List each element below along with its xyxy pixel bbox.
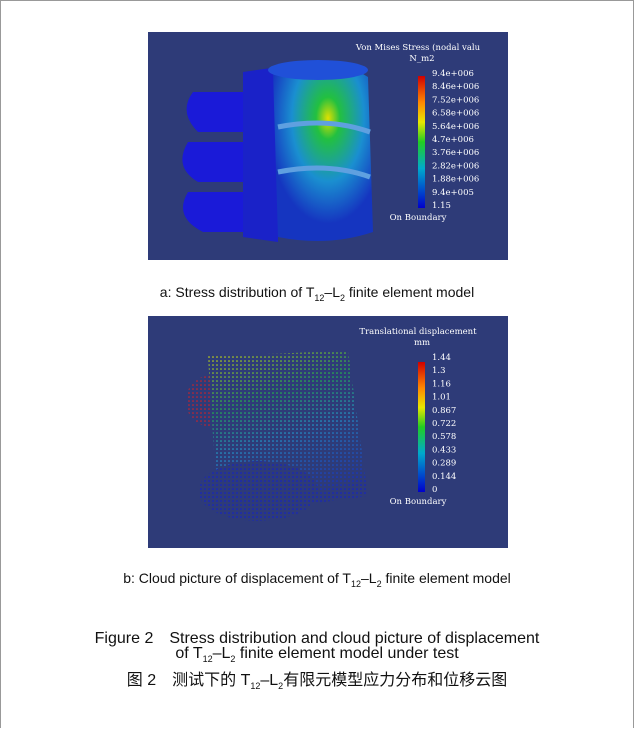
legend-text: 1.44 xyxy=(432,353,451,363)
legend-text: 2.82e+006 xyxy=(432,161,479,171)
text: b: Cloud picture of displacement of T xyxy=(123,570,351,586)
legend-text: On Boundary xyxy=(390,497,447,507)
text: –L xyxy=(361,570,377,586)
color-bar xyxy=(418,362,425,492)
panel-caption: b: Cloud picture of displacement of T12–… xyxy=(0,570,634,589)
legend-text: 1.15 xyxy=(432,201,451,211)
legend-text: 1.88e+006 xyxy=(432,175,479,185)
text: 图 2 测试下的 T xyxy=(127,672,251,689)
legend-text: mm xyxy=(414,338,430,348)
legend-text: 0.867 xyxy=(432,406,456,416)
legend-text: Translational displacement xyxy=(359,327,477,337)
figure-caption-zh: 图 2 测试下的 T12–L2有限元模型应力分布和位移云图 xyxy=(0,666,634,691)
text: a: Stress distribution of T xyxy=(160,284,315,300)
legend-text: 7.52e+006 xyxy=(432,95,479,105)
subscript: 12 xyxy=(314,293,324,303)
legend-text: 3.76e+006 xyxy=(432,148,479,158)
legend-text: 0 xyxy=(432,485,437,495)
legend-text: 6.58e+006 xyxy=(432,109,479,119)
panel-caption: a: Stress distribution of T12–L2 finite … xyxy=(0,284,634,303)
legend-text: 1.16 xyxy=(432,379,451,389)
text: –L xyxy=(324,284,340,300)
legend-text: N_m2 xyxy=(409,54,434,64)
subscript: 12 xyxy=(250,681,260,691)
text: finite element model xyxy=(382,570,511,586)
legend-text: 8.46e+006 xyxy=(432,82,479,92)
legend-text: 9.4e+006 xyxy=(432,69,474,79)
legend-text: 5.64e+006 xyxy=(432,122,479,132)
legend-text: 0.722 xyxy=(432,419,456,429)
text: finite element model under test xyxy=(235,645,458,662)
text: finite element model xyxy=(345,284,474,300)
legend-text: 0.289 xyxy=(432,459,456,469)
legend-text: 4.7e+006 xyxy=(432,135,474,145)
legend-text: 0.578 xyxy=(432,432,456,442)
legend-text: 9.4e+005 xyxy=(432,188,474,198)
legend-text: 1.3 xyxy=(432,366,446,376)
legend-text: 0.433 xyxy=(432,445,456,455)
color-bar xyxy=(418,76,425,208)
legend-text: On Boundary xyxy=(390,213,447,223)
text: of T xyxy=(175,645,202,662)
page: Von Mises Stress (nodal valuN_m2 9.4e+006… xyxy=(0,0,634,729)
legend-text: 0.144 xyxy=(432,472,456,482)
point-cloud xyxy=(186,351,368,521)
text: –L xyxy=(260,672,278,689)
figure-caption: of T12–L2 finite element model under tes… xyxy=(0,645,634,664)
subscript: 12 xyxy=(203,654,213,664)
legend-text: Von Mises Stress (nodal valu xyxy=(355,42,481,53)
text: –L xyxy=(213,645,231,662)
legend-text: 1.01 xyxy=(432,393,451,403)
text: 有限元模型应力分布和位移云图 xyxy=(283,672,507,689)
subscript: 12 xyxy=(351,579,361,589)
